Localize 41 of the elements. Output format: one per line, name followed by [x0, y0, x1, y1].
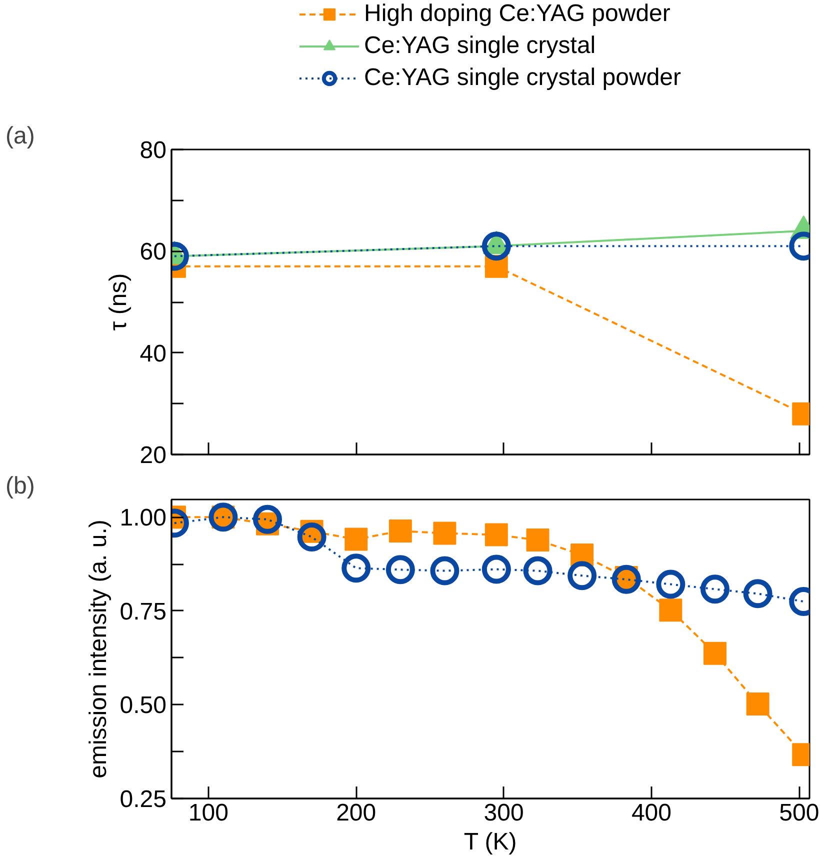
point	[252, 504, 282, 534]
y-tick-label: 0.75	[120, 598, 167, 626]
point	[743, 579, 772, 608]
x-tick-label: 300	[484, 800, 524, 826]
x-tick-label: 400	[631, 800, 672, 826]
point	[526, 528, 550, 552]
x-tick-label: 200	[336, 800, 376, 826]
point	[297, 522, 326, 552]
point	[482, 554, 511, 584]
point	[656, 570, 686, 599]
point	[342, 554, 371, 583]
point	[344, 528, 368, 551]
text: (a)	[6, 122, 35, 150]
x-axis-title: T (K)	[464, 828, 517, 856]
y-axis-title: τ (ns)	[104, 273, 132, 331]
legend-label: Ce:YAG single crystal powder	[364, 64, 682, 92]
y-tick-label: 0.25	[120, 786, 167, 813]
point	[703, 642, 726, 665]
point	[388, 520, 412, 543]
x-tick-label: 100	[188, 800, 228, 826]
y-tick-label: 40	[140, 340, 167, 368]
y-tick-label: 80	[140, 137, 167, 164]
y-tick-label: 60	[140, 238, 167, 266]
x-tick-label: 500	[779, 800, 820, 826]
point	[612, 564, 641, 594]
y-tick-label: 1.00	[120, 504, 167, 532]
legend-label: Ce:YAG single crystal	[364, 32, 596, 60]
point	[523, 556, 552, 586]
point	[430, 556, 460, 586]
point	[659, 598, 682, 622]
point	[386, 555, 415, 584]
point	[746, 692, 770, 716]
point	[568, 561, 597, 590]
y-tick-label: 0.50	[120, 692, 167, 720]
text: (b)	[6, 472, 35, 500]
point	[484, 523, 508, 546]
y-axis-title: emission intensity (a. u.)	[84, 520, 112, 778]
y-tick-label: 20	[140, 442, 167, 469]
point	[700, 574, 730, 604]
point	[433, 522, 456, 545]
legend-label: High doping Ce:YAG powder	[364, 0, 670, 28]
